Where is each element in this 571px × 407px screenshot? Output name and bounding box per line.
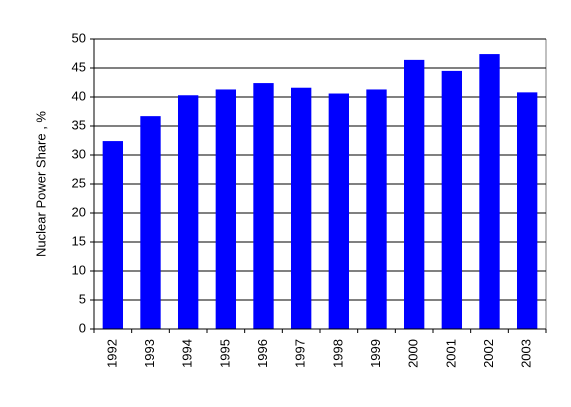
bar — [140, 116, 161, 329]
y-tick-label: 45 — [72, 59, 86, 74]
x-tick-label: 1998 — [330, 339, 345, 368]
y-tick-label: 0 — [79, 320, 86, 335]
y-tick-label: 35 — [72, 117, 86, 132]
bar — [328, 93, 350, 330]
bar — [366, 89, 387, 330]
x-tick-label: 2003 — [519, 339, 534, 368]
bar — [253, 83, 274, 329]
x-tick-label: 1996 — [255, 339, 270, 368]
bar — [441, 70, 463, 330]
x-tick-label: 1999 — [368, 339, 383, 368]
y-tick-label: 20 — [72, 204, 86, 219]
bar — [403, 59, 425, 329]
bar — [102, 141, 124, 329]
y-tick-label: 5 — [79, 291, 86, 306]
bar — [479, 54, 500, 329]
x-tick-label: 1995 — [217, 339, 232, 368]
y-tick-label: 30 — [72, 146, 86, 161]
y-tick-label: 50 — [72, 30, 86, 45]
x-tick-label: 2000 — [406, 339, 421, 368]
x-tick-label: 2002 — [481, 339, 496, 368]
y-tick-label: 15 — [72, 233, 86, 248]
x-tick-label: 2001 — [443, 339, 458, 368]
x-tick-label: 1997 — [293, 339, 308, 368]
bar — [215, 89, 237, 330]
x-tick-label: 1994 — [180, 339, 195, 368]
bar — [516, 92, 538, 329]
y-tick-label: 25 — [72, 175, 86, 190]
y-tick-label: 40 — [72, 88, 86, 103]
y-axis-label: Nuclear Power Share , % — [33, 111, 48, 257]
y-tick-label: 10 — [72, 262, 86, 277]
bar — [290, 87, 312, 329]
x-tick-label: 1992 — [104, 339, 119, 368]
bar — [177, 95, 199, 329]
x-tick-label: 1993 — [142, 339, 157, 368]
